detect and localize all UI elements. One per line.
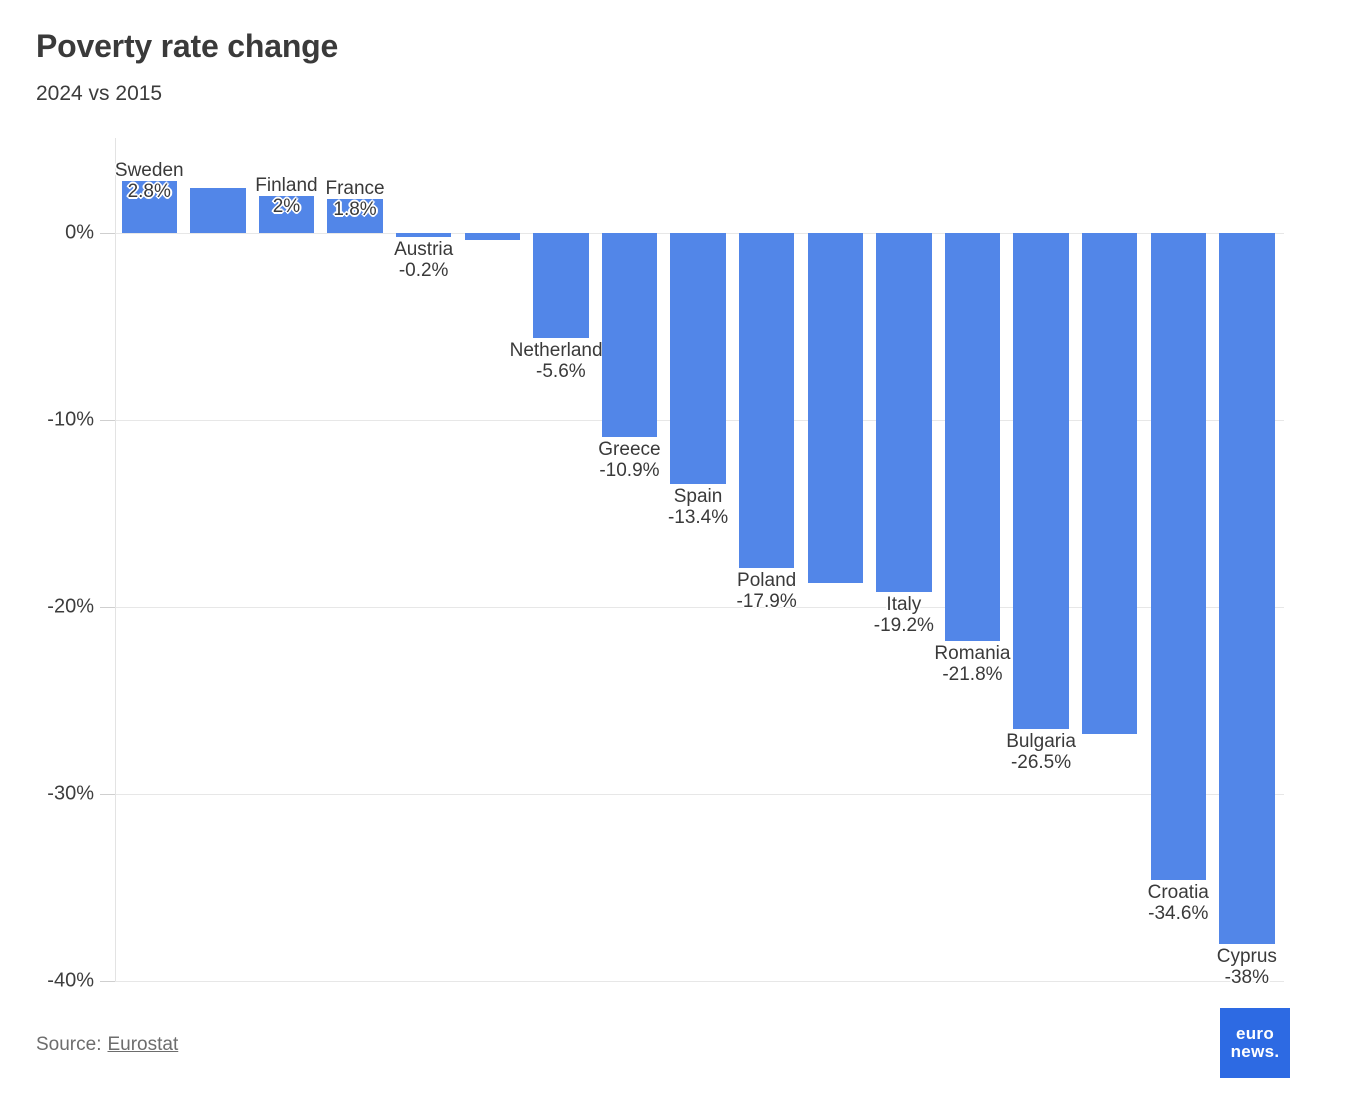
y-axis-label: 0%	[65, 221, 94, 244]
bar-label-netherlands: Netherlands -5.6%	[510, 340, 612, 382]
bar-country-label: Romania	[934, 642, 1011, 664]
bar-netherlands	[533, 233, 589, 338]
bar-country-label: Italy	[886, 594, 922, 616]
bar-label-greece: Greece -10.9%	[598, 439, 660, 481]
bar-country-label: Austria	[394, 238, 454, 260]
bar-unlabeled-10	[807, 233, 863, 583]
bar-spain	[670, 233, 726, 484]
bar-value-label: -13.4%	[667, 506, 729, 528]
bar-bulgaria	[1013, 233, 1069, 729]
bar-value-label: -0.2%	[398, 259, 449, 281]
gridline	[115, 981, 1284, 982]
bar-unlabeled-14	[1081, 233, 1138, 735]
bar-country-label: Croatia	[1147, 882, 1209, 904]
euronews-logo-line2: news.	[1230, 1042, 1280, 1061]
bar-unlabeled-5	[464, 233, 520, 241]
bar-label-austria: Austria -0.2%	[394, 239, 453, 281]
bar-value-label: -17.9%	[736, 590, 797, 612]
bar-label-france: France 1.8%	[325, 178, 384, 220]
bar-country-label: France	[325, 178, 385, 200]
y-axis-label: -30%	[47, 782, 94, 805]
y-axis-tick	[100, 233, 115, 234]
bar-country-label: Greece	[598, 438, 661, 460]
source-link[interactable]: Eurostat	[107, 1034, 179, 1055]
y-axis-tick	[100, 794, 115, 795]
bar-value-label: 2.8%	[127, 180, 171, 202]
y-axis-label: -20%	[47, 595, 94, 618]
gridline	[115, 794, 1284, 795]
bar-label-cyprus: Cyprus -38%	[1217, 946, 1277, 988]
bar-value-label: -5.6%	[536, 360, 586, 382]
bar-italy	[876, 233, 932, 593]
bar-value-label: -26.5%	[1010, 751, 1072, 773]
bar-greece	[601, 233, 658, 437]
euronews-logo: euro news.	[1220, 1008, 1290, 1078]
bar-label-finland: Finland 2%	[255, 175, 317, 217]
bar-value-label: 2%	[272, 195, 301, 217]
bar-value-label: -34.6%	[1148, 903, 1209, 925]
bar-sweden	[121, 180, 177, 233]
bar-value-label: -10.9%	[599, 459, 660, 481]
bar-france	[327, 199, 383, 233]
y-axis-tick	[100, 607, 115, 608]
source-label: Source:	[36, 1034, 102, 1055]
bar-label-spain: Spain -13.4%	[668, 486, 728, 528]
y-axis-label: -10%	[47, 408, 94, 431]
bar-austria	[395, 233, 452, 237]
bar-country-label: Spain	[673, 485, 723, 507]
bar-country-label: Poland	[737, 569, 797, 591]
bar-label-sweden: Sweden 2.8%	[115, 160, 184, 202]
y-axis-line	[115, 138, 116, 981]
bar-value-label: -19.2%	[873, 615, 934, 637]
chart-subtitle: 2024 vs 2015	[36, 82, 163, 105]
chart-title: Poverty rate change	[36, 28, 339, 64]
bar-unlabeled-1	[190, 188, 246, 233]
bar-value-label: -38%	[1224, 966, 1270, 988]
bar-romania	[944, 233, 1001, 641]
bar-label-bulgaria: Bulgaria -26.5%	[1006, 731, 1076, 773]
y-axis-tick	[100, 981, 115, 982]
gridline	[115, 607, 1284, 608]
bar-finland	[258, 195, 315, 233]
bar-label-romania: Romania -21.8%	[934, 643, 1010, 685]
bar-country-label: Cyprus	[1216, 945, 1277, 967]
bar-label-croatia: Croatia -34.6%	[1148, 882, 1209, 924]
source-line: Source: Eurostat	[36, 1034, 178, 1056]
y-axis-tick	[100, 420, 115, 421]
euronews-logo-line1: euro	[1235, 1024, 1275, 1043]
y-axis-label: -40%	[47, 969, 94, 992]
bar-value-label: -21.8%	[942, 663, 1003, 685]
bar-country-label: Finland	[255, 174, 318, 196]
bar-country-label: Bulgaria	[1006, 730, 1076, 752]
bar-croatia	[1150, 233, 1206, 881]
bar-value-label: 1.8%	[333, 199, 377, 221]
bar-country-label: Sweden	[114, 159, 184, 181]
bar-label-poland: Poland -17.9%	[737, 570, 797, 612]
bar-cyprus	[1219, 233, 1275, 944]
bar-label-italy: Italy -19.2%	[874, 594, 934, 636]
bar-poland	[738, 233, 795, 568]
bar-country-label: Netherlands	[509, 339, 613, 361]
